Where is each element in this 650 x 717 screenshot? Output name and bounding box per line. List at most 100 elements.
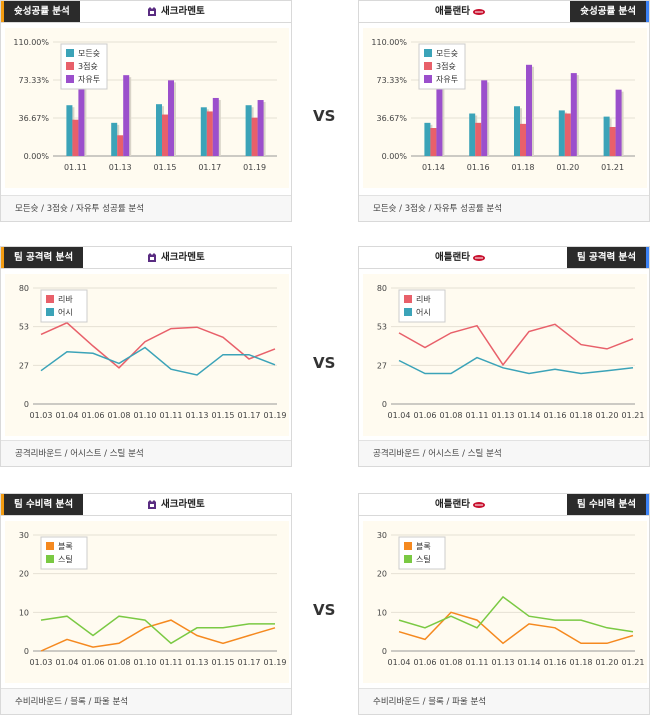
legend-label: 모든슛 — [436, 49, 458, 58]
legend-label: 3점슛 — [436, 61, 456, 71]
x-tick-label: 01.15 — [212, 658, 235, 667]
panel-tab-title[interactable]: 팀 공격력 분석 — [1, 247, 84, 268]
x-tick-label: 01.11 — [466, 658, 489, 667]
team-name: 애틀랜타 — [435, 247, 488, 268]
legend-swatch — [66, 62, 74, 70]
team-name: 애틀랜타 — [435, 1, 488, 22]
legend-swatch — [66, 49, 74, 57]
chart-panel-right: 팀 공격력 분석 애틀랜타 80 53 27 0 01.04 01.06 01.08 01.11 0… — [358, 246, 650, 467]
x-tick-label: 01.08 — [108, 658, 131, 667]
panel-tab-title[interactable]: 팀 공격력 분석 — [566, 247, 649, 268]
x-tick-label: 01.13 — [492, 658, 515, 667]
panel-footer: 공격리바운드 / 어시스트 / 스틸 분석 — [359, 440, 649, 466]
x-tick-label: 01.21 — [622, 658, 645, 667]
section-1: VS 슛성공률 분석 새크라멘토 110.00% 73.33% 36.67% 0.00% 01… — [0, 0, 650, 222]
panel-tab-title[interactable]: 슛성공률 분석 — [1, 1, 80, 22]
y-tick-label: 73.33% — [18, 76, 49, 85]
legend-label: 자유투 — [436, 75, 458, 84]
y-tick-label: 20 — [377, 570, 387, 579]
legend-swatch — [46, 555, 54, 563]
legend-swatch — [424, 75, 432, 83]
legend-label: 스틸 — [58, 554, 73, 564]
legend-swatch — [46, 308, 54, 316]
panel-tab-title[interactable]: 팀 수비력 분석 — [566, 494, 649, 515]
y-tick-label: 80 — [19, 284, 29, 293]
legend-label: 어시 — [58, 307, 73, 317]
y-tick-label: 36.67% — [18, 114, 49, 123]
panel-footer: 수비리바운드 / 블록 / 파울 분석 — [359, 688, 649, 714]
team-name: 새크라멘토 — [143, 494, 205, 515]
x-tick-label: 01.06 — [82, 411, 105, 420]
x-tick-label: 01.04 — [388, 658, 411, 667]
bar-2 — [251, 117, 258, 156]
legend-swatch — [424, 62, 432, 70]
hawks-logo-icon — [472, 254, 485, 261]
panel-tab-title[interactable]: 슛성공률 분석 — [570, 1, 649, 22]
bar-1 — [469, 113, 476, 156]
chart-panel-left: 슛성공률 분석 새크라멘토 110.00% 73.33% 36.67% 0.00% 01.1… — [0, 0, 292, 222]
legend-label: 블록 — [58, 541, 73, 551]
y-tick-label: 27 — [19, 361, 29, 370]
x-tick-label: 01.18 — [512, 163, 535, 172]
bar-3 — [570, 73, 577, 156]
bar-3 — [615, 89, 622, 156]
panel-header: 슛성공률 분석 새크라멘토 — [1, 1, 291, 23]
team-name-label: 새크라멘토 — [161, 252, 205, 263]
bar-2 — [520, 123, 526, 156]
x-tick-label: 01.14 — [422, 163, 445, 172]
bar-2 — [117, 135, 124, 156]
x-tick-label: 01.11 — [160, 411, 183, 420]
x-tick-label: 01.08 — [108, 411, 131, 420]
chart-plot: 110.00% 73.33% 36.67% 0.00% 01.14 01.16 01.18 0… — [363, 28, 647, 188]
y-tick-label: 0 — [382, 400, 387, 409]
legend-swatch — [424, 49, 432, 57]
y-tick-label: 27 — [377, 361, 387, 370]
x-tick-label: 01.17 — [238, 411, 261, 420]
y-tick-label: 0 — [382, 647, 387, 656]
x-tick-label: 01.15 — [212, 411, 235, 420]
chart-plot: 30 20 10 0 01.03 01.04 01.06 01.08 01.10 01.11 01.… — [5, 521, 289, 683]
team-name-label: 애틀랜타 — [435, 252, 470, 263]
panel-header: 슛성공률 분석 애틀랜타 — [359, 1, 649, 23]
x-tick-label: 01.16 — [544, 658, 567, 667]
x-tick-label: 01.06 — [414, 658, 437, 667]
panel-header: 팀 공격력 분석 새크라멘토 — [1, 247, 291, 269]
team-name-label: 새크라멘토 — [161, 499, 205, 510]
x-tick-label: 01.06 — [82, 658, 105, 667]
bar-1 — [66, 105, 73, 156]
panel-header: 팀 수비력 분석 새크라멘토 — [1, 494, 291, 516]
bar-3 — [123, 75, 130, 156]
y-tick-label: 36.67% — [376, 114, 407, 123]
y-tick-label: 110.00% — [13, 38, 49, 47]
bar-1 — [156, 104, 162, 156]
panel-tab-title[interactable]: 팀 수비력 분석 — [1, 494, 84, 515]
legend-swatch — [404, 542, 412, 550]
team-name: 새크라멘토 — [143, 247, 205, 268]
x-tick-label: 01.13 — [186, 411, 209, 420]
bar-1 — [603, 116, 610, 156]
series-line-1 — [398, 611, 634, 645]
x-tick-label: 01.14 — [518, 658, 541, 667]
panel-header: 팀 공격력 분석 애틀랜타 — [359, 247, 649, 269]
series-line-1 — [40, 321, 276, 369]
bar-2 — [564, 113, 571, 156]
team-name-label: 새크라멘토 — [161, 6, 205, 17]
series-line-2 — [40, 346, 276, 376]
legend-label: 리바 — [58, 294, 73, 304]
vs-label: VS — [313, 354, 336, 372]
x-tick-label: 01.06 — [414, 411, 437, 420]
legend-label: 어시 — [416, 307, 431, 317]
bar-1 — [111, 122, 118, 156]
x-tick-label: 01.18 — [570, 411, 593, 420]
legend-swatch — [404, 295, 412, 303]
panel-footer: 수비리바운드 / 블록 / 파울 분석 — [1, 688, 291, 714]
section-3: VS 팀 수비력 분석 새크라멘토 30 20 10 0 01.03 01.04 01.06 01.… — [0, 493, 650, 715]
team-name: 새크라멘토 — [143, 1, 205, 22]
team-name-label: 애틀랜타 — [435, 6, 470, 17]
legend-swatch — [66, 75, 74, 83]
chart-panel-left: 팀 수비력 분석 새크라멘토 30 20 10 0 01.03 01.04 01.06 01.08… — [0, 493, 292, 715]
